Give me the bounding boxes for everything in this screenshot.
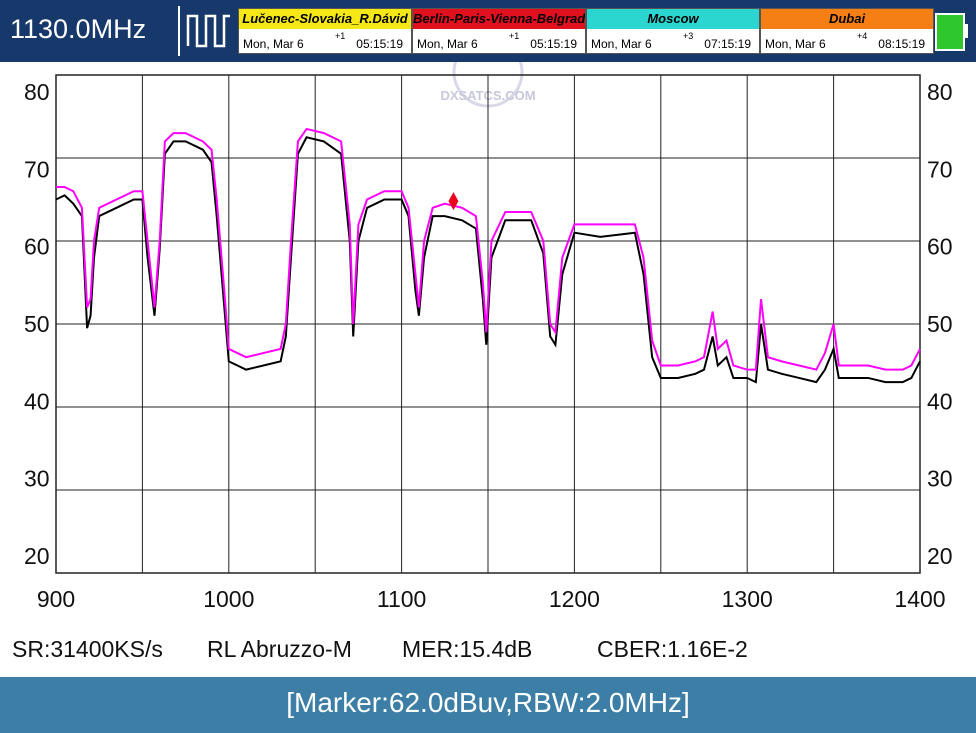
footer: [Marker:62.0dBuv,RBW:2.0MHz] (0, 677, 976, 733)
clock: Dubai Mon, Mar 6 +4 08:15:19 (760, 8, 934, 54)
clock: Lučenec-Slovakia_R.Dávid Mon, Mar 6 +1 05:1… (238, 8, 412, 54)
clock-time: 05:15:19 (356, 37, 403, 51)
symbol-rate: SR:31400KS/s (12, 636, 163, 662)
signal-icon (186, 14, 230, 48)
cber: CBER:1.16E-2 (597, 636, 748, 662)
clock-city: Lučenec-Slovakia_R.Dávid (239, 9, 411, 29)
clock-city: Moscow (587, 9, 759, 29)
y-tick-label: 20 (24, 543, 50, 569)
y-tick-label-right: 30 (927, 466, 953, 492)
clock-offset: +3 (683, 31, 694, 41)
x-tick-label: 1300 (722, 586, 773, 612)
clock-date: Mon, Mar 6 (591, 37, 652, 51)
x-tick-label: 1400 (894, 586, 945, 612)
y-tick-label-right: 50 (927, 311, 953, 337)
y-tick-label: 40 (24, 388, 50, 414)
y-tick-label: 50 (24, 311, 50, 337)
x-tick-label: 1100 (377, 586, 426, 612)
y-tick-label: 30 (24, 466, 50, 492)
clock-date: Mon, Mar 6 (417, 37, 478, 51)
clock-time: 08:15:19 (878, 37, 925, 51)
y-tick-label-right: 70 (927, 156, 953, 182)
clock-offset: +4 (857, 31, 868, 41)
mer: MER:15.4dB (402, 636, 533, 662)
y-tick-label-right: 40 (927, 388, 953, 414)
clock-city: Berlin-Paris-Vienna-Belgrade (413, 9, 585, 29)
satellite: RL Abruzzo-M (207, 636, 352, 662)
marker (448, 192, 459, 211)
world-clocks: Lučenec-Slovakia_R.Dávid Mon, Mar 6 +1 05:1… (238, 8, 934, 54)
clock-offset: +1 (335, 31, 346, 41)
trace (56, 127, 921, 371)
y-tick-label: 70 (24, 156, 50, 182)
y-tick-label: 60 (24, 234, 50, 260)
clock-date: Mon, Mar 6 (243, 37, 304, 51)
frequency: 1130.0MHz (10, 14, 147, 44)
y-tick-label: 80 (24, 79, 50, 105)
y-tick-label-right: 20 (927, 543, 953, 569)
clock-date: Mon, Mar 6 (765, 37, 826, 51)
divider (178, 6, 180, 56)
y-tick-label-right: 60 (927, 234, 953, 260)
clock-time: 05:15:19 (530, 37, 577, 51)
x-tick-label: 1200 (549, 586, 600, 612)
header: 1130.0MHz Lučenec-Slovakia_R.Dávid Mon, M… (0, 0, 976, 62)
battery (935, 13, 968, 51)
clock: Berlin-Paris-Vienna-Belgrade Mon, Mar 6 +1… (412, 8, 586, 54)
clock-offset: +1 (509, 31, 520, 41)
clock: Moscow Mon, Mar 6 +3 07:15:19 (586, 8, 760, 54)
y-tick-label-right: 80 (927, 79, 953, 105)
status-line: SR:31400KS/s RL Abruzzo-M MER:15.4dB CBE… (0, 636, 976, 670)
plot-frame (55, 74, 921, 574)
x-tick-label: 900 (37, 586, 75, 612)
x-tick-label: 1000 (203, 586, 254, 612)
clock-time: 07:15:19 (704, 37, 751, 51)
clock-city: Dubai (761, 9, 933, 29)
